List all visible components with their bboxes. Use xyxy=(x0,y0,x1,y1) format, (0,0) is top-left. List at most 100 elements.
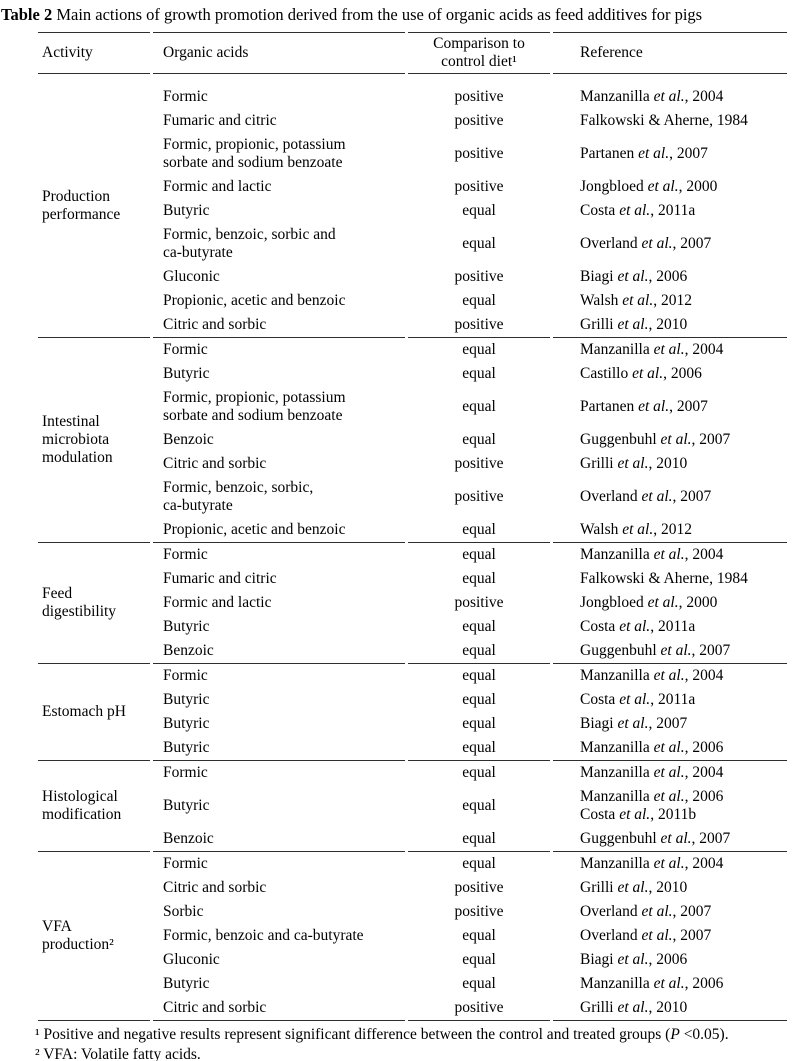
comparison-cell: positive xyxy=(454,455,504,472)
table-row: Histological modification Formic equal Manz… xyxy=(38,761,787,852)
reference-etal: et al. xyxy=(617,999,649,1016)
reference-text: Walsh xyxy=(580,292,623,309)
organic-acids-cell: Benzoic xyxy=(153,827,405,852)
reference-year: , 2012 xyxy=(653,292,692,309)
reference-text: Partanen xyxy=(580,398,639,415)
reference-year: , 2000 xyxy=(678,178,718,195)
organic-acids-cell: Butyric xyxy=(163,975,210,992)
reference-year: , 2006 xyxy=(684,975,724,992)
reference-line: Partanen et al., 2007 xyxy=(580,145,787,163)
reference-year: , 2011b xyxy=(650,806,697,823)
comparison-cell: equal xyxy=(462,667,496,684)
organic-acids-cell: Propionic, acetic and benzoic xyxy=(153,518,405,543)
table-row: Fumaric and citric equal Falkowski & Ahern… xyxy=(38,567,787,591)
organic-acids-cell: Formic and lactic xyxy=(163,594,272,611)
reference-line: Walsh et al., 2012 xyxy=(580,292,787,310)
reference-cell: Grilli et al., 2010 xyxy=(553,452,787,476)
reference-line: Costa et al., 2011b xyxy=(580,806,787,824)
reference-cell: Manzanilla et al., 2004 xyxy=(553,761,787,785)
footnote-text: ¹ Positive and negative results represen… xyxy=(35,1026,671,1043)
reference-text: Manzanilla xyxy=(580,546,654,563)
reference-etal: et al. xyxy=(617,455,649,472)
activity-cell: VFA production² xyxy=(38,852,150,1021)
reference-cell: Grilli et al., 2010 xyxy=(553,876,787,900)
reference-year: , 2004 xyxy=(684,764,724,781)
reference-cell: Guggenbuhl et al., 2007 xyxy=(553,639,787,664)
reference-text: Overland xyxy=(580,903,642,920)
comparison-cell: equal xyxy=(462,855,496,872)
organic-acids-cell: Citric and sorbic xyxy=(153,996,405,1021)
reference-cell: Manzanilla et al., 2006 Costa et al., 201… xyxy=(553,785,787,827)
reference-cell: Grilli et al., 2010 xyxy=(553,996,787,1021)
reference-line: Biagi et al., 2006 xyxy=(580,268,787,286)
reference-etal: et al. xyxy=(653,855,685,872)
reference-year: , 2010 xyxy=(648,879,688,896)
table-header: Activity Organic acids Comparison to con… xyxy=(38,32,787,74)
reference-line: Manzanilla et al., 2006 xyxy=(580,975,787,993)
organic-acids-cell: Butyric xyxy=(163,715,210,732)
organic-acids-cell: Formic xyxy=(163,667,208,684)
organic-acids-cell: Fumaric and citric xyxy=(163,112,277,129)
reference-etal: et al. xyxy=(632,365,664,382)
table-row: Benzoic equal Guggenbuhl et al., 2007 xyxy=(38,827,787,852)
activity-cell: Feed digestibility xyxy=(38,543,150,664)
reference-etal: et al. xyxy=(660,431,692,448)
table-row: Formic and lactic positive Jongbloed et al… xyxy=(38,591,787,615)
reference-etal: et al. xyxy=(641,488,673,505)
reference-year: , 2004 xyxy=(684,546,724,563)
organic-acids-cell: Fumaric and citric xyxy=(163,570,277,587)
reference-year: , 2011a xyxy=(650,691,696,708)
reference-cell: Grilli et al., 2010 xyxy=(553,313,787,338)
table-row: VFA production² Formic equal Manzanilla et … xyxy=(38,852,787,1021)
reference-cell: Manzanilla et al., 2004 xyxy=(553,543,787,567)
table-caption: Table 2 Main actions of growth promotion… xyxy=(0,0,799,26)
reference-text: Manzanilla xyxy=(580,341,654,358)
table-row: Formic, benzoic and ca-butyrate equal Over… xyxy=(38,924,787,948)
reference-text: Partanen xyxy=(580,145,639,162)
table-row: Estomach pH Formic equal Manzanilla et al.,… xyxy=(38,664,787,761)
comparison-cell: equal xyxy=(462,927,496,944)
table-row: Propionic, acetic and benzoic equal Walsh … xyxy=(38,518,787,543)
reference-line: Guggenbuhl et al., 2007 xyxy=(580,830,787,848)
comparison-cell: equal xyxy=(462,715,496,732)
comparison-cell: equal xyxy=(462,292,496,309)
reference-etal: et al. xyxy=(641,903,673,920)
organic-acids-cell: Butyric xyxy=(163,202,210,219)
reference-line: Grilli et al., 2010 xyxy=(580,455,787,473)
activity-cell: Estomach pH xyxy=(38,664,150,761)
reference-etal: et al. xyxy=(617,268,649,285)
reference-line: Castillo et al., 2006 xyxy=(580,365,787,383)
footnote: ² VFA: Volatile fatty acids. xyxy=(35,1045,793,1061)
comparison-cell: equal xyxy=(462,797,496,814)
comparison-cell: equal xyxy=(462,546,496,563)
comparison-cell: equal xyxy=(462,235,496,252)
comparison-cell: equal xyxy=(408,736,550,761)
reference-cell: Biagi et al., 2006 xyxy=(553,948,787,972)
reference-etal: et al. xyxy=(653,764,685,781)
reference-text: Manzanilla xyxy=(580,739,654,756)
organic-acids-cell: Formic, propionic, potassium sorbate and… xyxy=(163,389,346,424)
reference-line: Manzanilla et al., 2006 xyxy=(580,739,787,757)
reference-year: , 2007 xyxy=(672,927,712,944)
reference-line: Jongbloed et al., 2000 xyxy=(580,594,787,612)
table-row: Butyric equal Castillo et al., 2006 xyxy=(38,362,787,386)
reference-line: Manzanilla et al., 2004 xyxy=(580,855,787,873)
reference-line: Walsh et al., 2012 xyxy=(580,521,787,539)
organic-acids-cell: Propionic, acetic and benzoic xyxy=(163,292,346,309)
reference-etal: et al. xyxy=(653,975,685,992)
organic-acids-cell: Sorbic xyxy=(163,903,204,920)
reference-etal: et al. xyxy=(641,927,673,944)
reference-year: , 2000 xyxy=(678,594,718,611)
reference-line: Costa et al., 2011a xyxy=(580,691,787,709)
data-table: Activity Organic acids Comparison to con… xyxy=(35,32,790,1021)
column-header-organic-acids: Organic acids xyxy=(153,32,405,74)
reference-line: Biagi et al., 2007 xyxy=(580,715,787,733)
reference-line: Manzanilla et al., 2004 xyxy=(580,764,787,782)
column-header-reference: Reference xyxy=(553,32,787,74)
reference-year: , 2004 xyxy=(684,855,724,872)
reference-cell: Walsh et al., 2012 xyxy=(553,518,787,543)
reference-year: , 2007 xyxy=(648,715,688,732)
reference-line: Jongbloed et al., 2000 xyxy=(580,178,787,196)
reference-year: , 2004 xyxy=(684,667,724,684)
